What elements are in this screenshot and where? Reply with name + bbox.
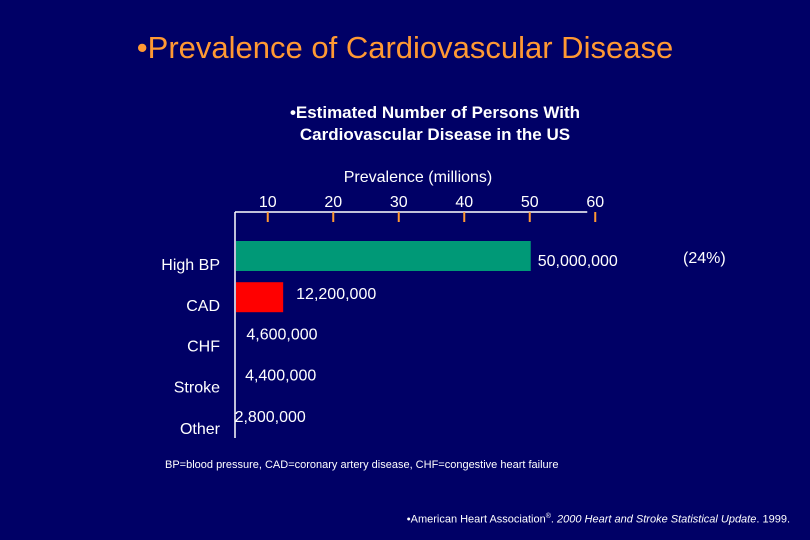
data-label: 12,200,000: [296, 286, 376, 303]
bar: [236, 241, 531, 271]
subtitle-line-1: •Estimated Number of Persons With: [289, 103, 581, 122]
percent-annotation: (24%): [683, 250, 726, 267]
x-tick-label: 20: [324, 194, 342, 211]
registered-mark: ®: [545, 513, 551, 520]
axis-layer: 10 20 30 40 50 60: [234, 194, 604, 438]
category-label: CHF: [187, 338, 220, 355]
slide-title: •Prevalence of Cardiovascular Disease: [136, 30, 674, 65]
data-label: 2,800,000: [235, 409, 306, 426]
x-tick-label: 40: [455, 194, 473, 211]
data-label: 4,400,000: [245, 368, 316, 385]
x-tick-label: 60: [586, 194, 604, 211]
category-label: CAD: [186, 298, 220, 315]
subtitle-line-2: Cardiovascular Disease in the US: [299, 125, 571, 144]
category-label: Other: [180, 421, 221, 438]
source-title: 2000 Heart and Stroke Statistical Update: [557, 513, 757, 526]
source-citation: •American Heart Association®. 2000 Heart…: [407, 513, 790, 526]
data-label: 4,600,000: [246, 326, 317, 343]
category-label: Stroke: [174, 380, 220, 397]
x-tick-label: 50: [521, 194, 539, 211]
chart-subtitle: •Estimated Number of Persons With Cardio…: [235, 102, 635, 146]
data-label: 50,000,000: [538, 253, 618, 270]
x-axis-label: Prevalence (millions): [344, 169, 493, 186]
source-separator: .: [550, 513, 558, 526]
x-tick-label: 30: [390, 194, 408, 211]
category-label: High BP: [161, 257, 220, 274]
source-suffix: . 1999.: [756, 513, 790, 526]
source-prefix: •American Heart Association: [406, 513, 546, 526]
x-tick-label: 10: [259, 194, 277, 211]
bar-layer: High BP 50,000,000 CAD 12,200,000 CHF 4,600,0…: [161, 241, 726, 438]
bar: [236, 282, 284, 313]
abbreviation-footnote: BP=blood pressure, CAD=coronary artery d…: [165, 459, 559, 471]
